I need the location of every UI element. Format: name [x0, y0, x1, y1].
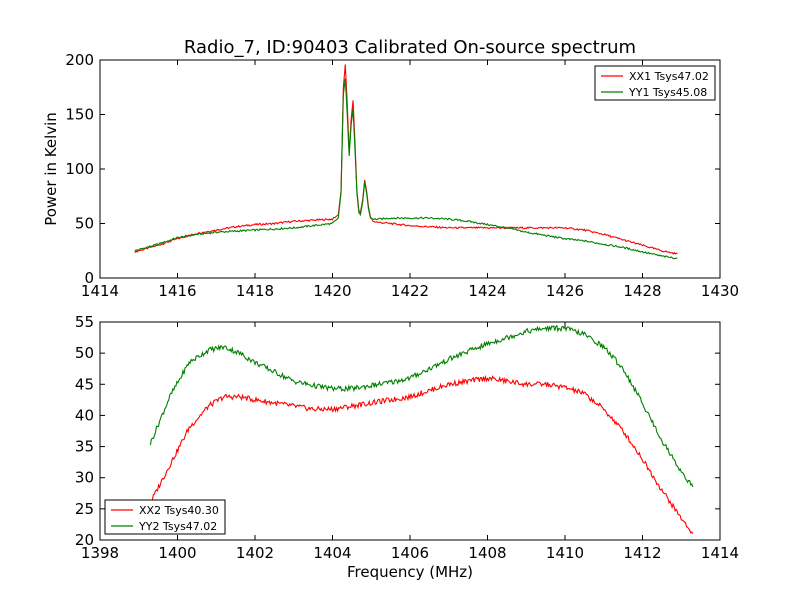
legend-entry: YY1 Tsys45.08: [628, 86, 707, 99]
x-tick-label: 1428: [623, 282, 661, 300]
x-tick-label: 1398: [81, 544, 119, 562]
x-tick-label: 1418: [236, 282, 274, 300]
legend-box: [594, 65, 716, 101]
y-tick-label: 45: [75, 375, 94, 393]
y-tick-label: 100: [65, 160, 94, 178]
x-tick-label: 1404: [313, 544, 351, 562]
x-tick-label: 1410: [546, 544, 584, 562]
bottom-x-axis-title: Frequency (MHz): [347, 563, 473, 581]
legend-box: [104, 499, 226, 535]
x-tick-label: 1408: [468, 544, 506, 562]
legend: XX2 Tsys40.30 YY2 Tsys47.02: [104, 499, 226, 535]
x-tick-label: 1422: [391, 282, 429, 300]
x-tick-label: 1426: [546, 282, 584, 300]
series-line-1: [149, 374, 694, 535]
legend: XX1 Tsys47.02 YY1 Tsys45.08: [594, 65, 716, 101]
y-tick-label: 25: [75, 500, 94, 518]
x-tick-label: 1402: [236, 544, 274, 562]
x-tick-label: 1414: [701, 544, 739, 562]
x-tick-label: 1400: [158, 544, 196, 562]
y-tick-label: 50: [75, 344, 94, 362]
y-tick-label: 0: [84, 269, 94, 287]
series-line-1: [134, 64, 678, 255]
top-y-axis-title: Power in Kelvin: [42, 112, 60, 226]
x-tick-label: 1420: [313, 282, 351, 300]
y-tick-label: 35: [75, 438, 94, 456]
top-chart-title: Radio_7, ID:90403 Calibrated On-source s…: [184, 37, 636, 58]
x-tick-label: 1414: [81, 282, 119, 300]
series-line-2: [149, 324, 694, 488]
y-tick-label: 30: [75, 469, 94, 487]
y-tick-label: 55: [75, 313, 94, 331]
legend-entry: XX2 Tsys40.30: [139, 504, 219, 517]
legend-entry: YY2 Tsys47.02: [138, 520, 217, 533]
y-tick-label: 40: [75, 406, 94, 424]
y-tick-label: 20: [75, 531, 94, 549]
x-tick-label: 1412: [623, 544, 661, 562]
x-tick-label: 1424: [468, 282, 506, 300]
x-tick-label: 1416: [158, 282, 196, 300]
y-tick-label: 200: [65, 51, 94, 69]
x-tick-label: 1406: [391, 544, 429, 562]
series-line-2: [134, 78, 678, 260]
y-tick-label: 50: [75, 215, 94, 233]
legend-entry: XX1 Tsys47.02: [629, 70, 709, 83]
top-plot-area: 1414 1416 1418 1420 1422 1424 1426 1428 1430 0 50 1…: [65, 51, 739, 300]
x-tick-label: 1430: [701, 282, 739, 300]
y-tick-label: 150: [65, 106, 94, 124]
bottom-plot-area: 1398 1400 1402 1404 1406 1408 1410 1412 1414 20 25…: [75, 313, 739, 562]
